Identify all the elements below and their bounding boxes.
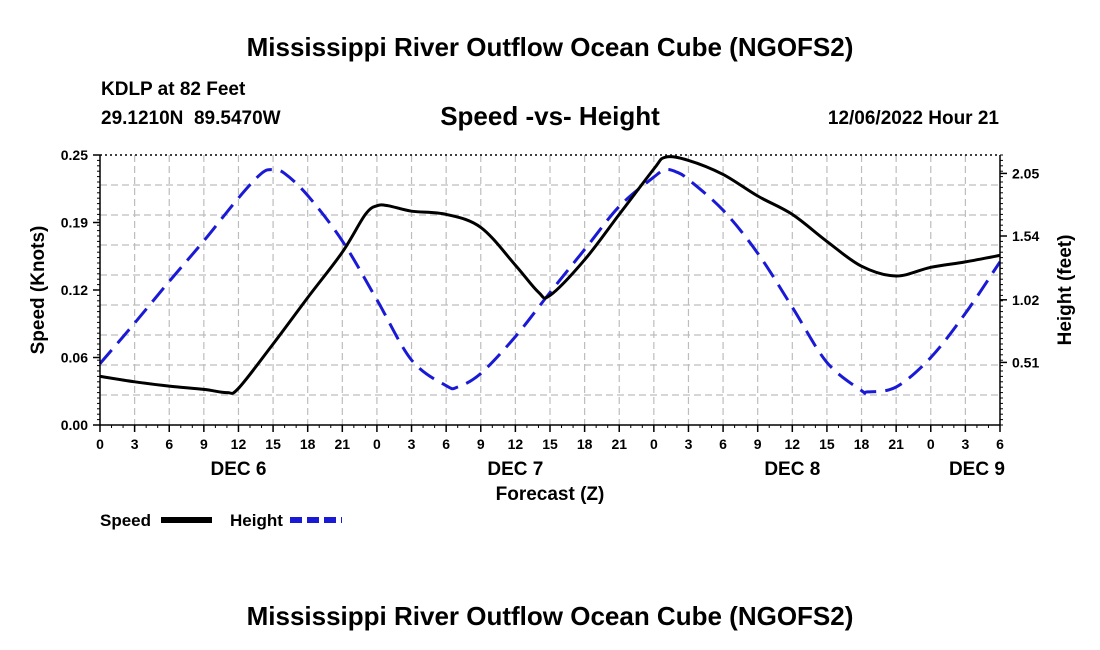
y-axis-right-label: Height (feet)	[1055, 235, 1076, 346]
x-tick-label: 9	[477, 436, 485, 452]
x-tick-label: 18	[577, 436, 593, 452]
y-left-tick-label: 0.00	[61, 417, 88, 433]
y-right-tick-label: 0.51	[1012, 354, 1039, 370]
x-tick-label: 12	[231, 436, 247, 452]
legend-height-label: Height	[230, 511, 283, 530]
legend: Speed Height	[100, 511, 342, 530]
x-tick-label: 0	[927, 436, 935, 452]
chart-subtitle: Speed -vs- Height	[440, 101, 660, 131]
x-tick-label: 21	[335, 436, 351, 452]
x-tick-label: 0	[650, 436, 658, 452]
series-line-speed	[99, 155, 1001, 395]
x-tick-label: 3	[961, 436, 969, 452]
x-tick-label: 3	[408, 436, 416, 452]
x-tick-label: 15	[265, 436, 281, 452]
timestamp-label: 12/06/2022 Hour 21	[828, 108, 1000, 129]
y-right-tick-label: 1.54	[1012, 228, 1039, 244]
x-tick-label: 9	[754, 436, 762, 452]
x-tick-label: 15	[542, 436, 558, 452]
y-right-tick-label: 1.02	[1012, 292, 1039, 308]
x-tick-label: 6	[719, 436, 727, 452]
x-tick-label: 15	[819, 436, 835, 452]
y-axis-left-label: Speed (Knots)	[28, 226, 49, 355]
y-axis-right: 0.51 1.02 1.54 2.05	[1000, 154, 1039, 426]
x-day-label: DEC 6	[210, 459, 266, 480]
y-left-tick-label: 0.06	[61, 350, 88, 366]
y-axis-left: 0.00 0.06 0.12 0.19 0.25	[61, 147, 100, 433]
x-day-label: DEC 8	[764, 459, 820, 480]
y-left-tick-label: 0.12	[61, 282, 88, 298]
chart-title: Mississippi River Outflow Ocean Cube (NG…	[247, 32, 854, 62]
legend-speed-label: Speed	[100, 511, 151, 530]
grid	[100, 155, 1000, 425]
station-label: KDLP at 82 Feet	[101, 79, 246, 100]
x-tick-label: 12	[508, 436, 524, 452]
y-left-tick-label: 0.25	[61, 147, 88, 163]
x-tick-label: 6	[165, 436, 173, 452]
x-tick-label: 6	[996, 436, 1004, 452]
x-tick-label: 3	[685, 436, 693, 452]
x-axis-label: Forecast (Z)	[496, 484, 605, 505]
x-tick-label: 9	[200, 436, 208, 452]
series-line-height	[98, 168, 1002, 395]
x-tick-label: 21	[611, 436, 627, 452]
x-tick-label: 12	[785, 436, 801, 452]
x-tick-label: 0	[96, 436, 104, 452]
series-group	[98, 155, 1002, 395]
x-tick-label: 18	[854, 436, 870, 452]
x-tick-label: 18	[300, 436, 316, 452]
x-tick-label: 6	[442, 436, 450, 452]
x-tick-label: 0	[373, 436, 381, 452]
y-left-tick-label: 0.19	[61, 215, 88, 231]
x-tick-label: 3	[131, 436, 139, 452]
x-day-label: DEC 7	[487, 459, 543, 480]
x-tick-label: 21	[888, 436, 904, 452]
y-right-tick-label: 2.05	[1012, 165, 1039, 181]
location-label: 29.1210N 89.5470W	[101, 108, 281, 129]
x-axis: 0 3 6 9 12 15 18 21 0 3 6 9 12 15 18 21 0 3 6 9 12 15 18 21 0 3 6 D…	[96, 425, 1005, 480]
x-day-label: DEC 9	[949, 459, 1005, 480]
footer-title: Mississippi River Outflow Ocean Cube (NG…	[247, 601, 854, 631]
